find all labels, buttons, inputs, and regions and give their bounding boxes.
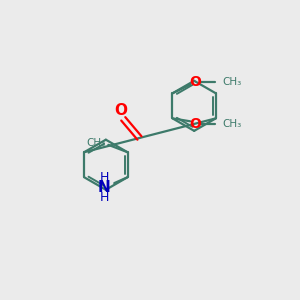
Text: CH₃: CH₃ [223, 118, 242, 129]
Text: O: O [190, 117, 201, 130]
Text: H: H [99, 171, 109, 184]
Text: O: O [114, 103, 127, 118]
Text: N: N [98, 180, 110, 195]
Text: H: H [99, 191, 109, 204]
Text: CH₃: CH₃ [87, 138, 106, 148]
Text: CH₃: CH₃ [223, 77, 242, 87]
Text: O: O [190, 75, 201, 89]
